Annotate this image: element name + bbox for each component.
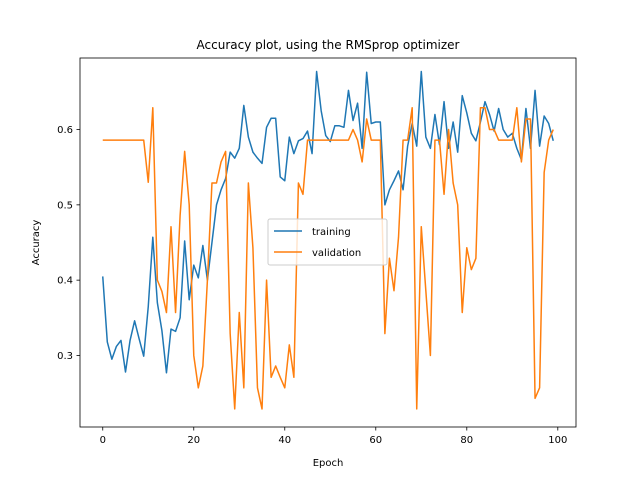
chart-title: Accuracy plot, using the RMSprop optimiz… [197, 38, 460, 52]
legend-label-validation: validation [312, 248, 361, 259]
y-tick-label: 0.3 [57, 351, 73, 362]
x-tick-label: 0 [100, 435, 106, 446]
x-tick-label: 60 [369, 435, 382, 446]
series-layer [102, 70, 554, 410]
y-tick-label: 0.4 [57, 276, 73, 287]
y-tick-label: 0.5 [57, 200, 73, 211]
legend-label-training: training [312, 227, 351, 238]
y-tick-label: 0.6 [57, 125, 73, 136]
legend: training validation [267, 218, 388, 266]
x-tick-label: 40 [278, 435, 291, 446]
x-tick-label: 20 [187, 435, 200, 446]
x-tick-label: 80 [460, 435, 473, 446]
series-line-validation [102, 106, 554, 410]
y-axis-label: Accuracy [31, 220, 42, 266]
series-line-training [102, 70, 554, 374]
x-tick-label: 100 [548, 435, 567, 446]
x-axis: 0 20 40 60 80 100 [100, 427, 567, 446]
y-axis: 0.3 0.4 0.5 0.6 [57, 125, 80, 362]
plot-frame [79, 57, 577, 428]
x-axis-label: Epoch [313, 458, 344, 469]
